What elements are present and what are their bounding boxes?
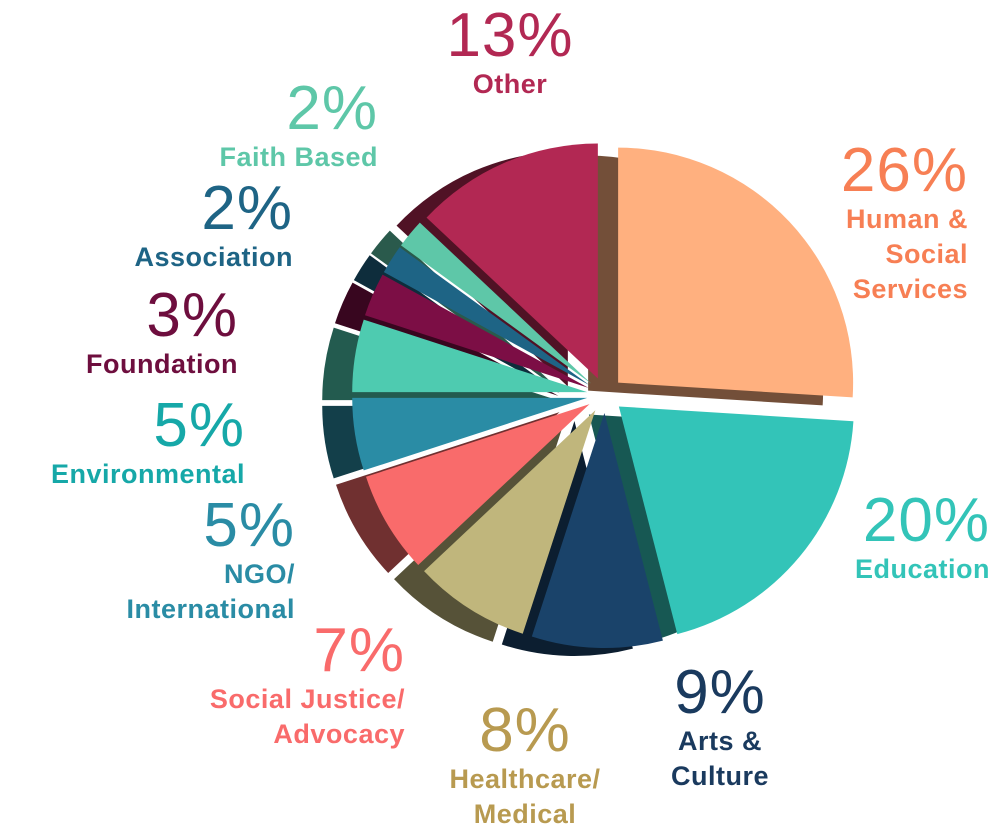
category-label: Faith Based: [219, 142, 378, 172]
slice-label: 20% Education: [770, 490, 990, 587]
category-label: Other: [472, 69, 548, 99]
slice-label: 13% Other: [410, 5, 610, 102]
value-label: 2%: [201, 174, 293, 243]
slice-label: 5% NGO/ International: [55, 495, 295, 627]
value-label: 2%: [286, 74, 378, 143]
slice: [531, 412, 663, 648]
category-label: Human & Social Services: [845, 204, 968, 305]
category-label: NGO/ International: [126, 559, 295, 625]
slice-label: 9% Arts & Culture: [645, 662, 795, 794]
category-label: Environmental: [50, 459, 245, 489]
value-label: 5%: [153, 391, 245, 460]
slice: [364, 274, 589, 388]
slice: [383, 247, 590, 386]
value-label: 13%: [446, 1, 574, 70]
slice: [401, 222, 592, 384]
category-label: Association: [134, 242, 293, 272]
slice-label: 26% Human & Social Services: [798, 140, 968, 307]
value-label: 20%: [862, 486, 990, 555]
slice-label: 8% Healthcare/ Medical: [415, 700, 635, 831]
category-label: Arts & Culture: [671, 726, 769, 792]
category-label: Education: [854, 554, 990, 584]
value-label: 7%: [313, 616, 405, 685]
value-label: 8%: [479, 696, 571, 765]
slice: [352, 319, 588, 393]
slice-label: 5% Environmental: [5, 395, 245, 492]
value-label: 3%: [146, 281, 238, 350]
slice: [618, 147, 854, 398]
slice-label: 7% Social Justice/ Advocacy: [145, 620, 405, 752]
slice: [366, 404, 590, 566]
slice: [426, 143, 598, 379]
value-label: 9%: [674, 658, 766, 727]
slice: [424, 410, 596, 634]
value-label: 5%: [203, 491, 295, 560]
value-label: 26%: [840, 136, 968, 205]
category-label: Healthcare/ Medical: [449, 764, 601, 830]
category-label: Foundation: [86, 349, 238, 379]
slice: [352, 397, 588, 471]
slice-label: 2% Faith Based: [138, 78, 378, 175]
category-label: Social Justice/ Advocacy: [209, 684, 405, 750]
slice-label: 2% Association: [53, 178, 293, 275]
slice-label: 3% Foundation: [0, 285, 238, 382]
slice: [618, 406, 854, 635]
